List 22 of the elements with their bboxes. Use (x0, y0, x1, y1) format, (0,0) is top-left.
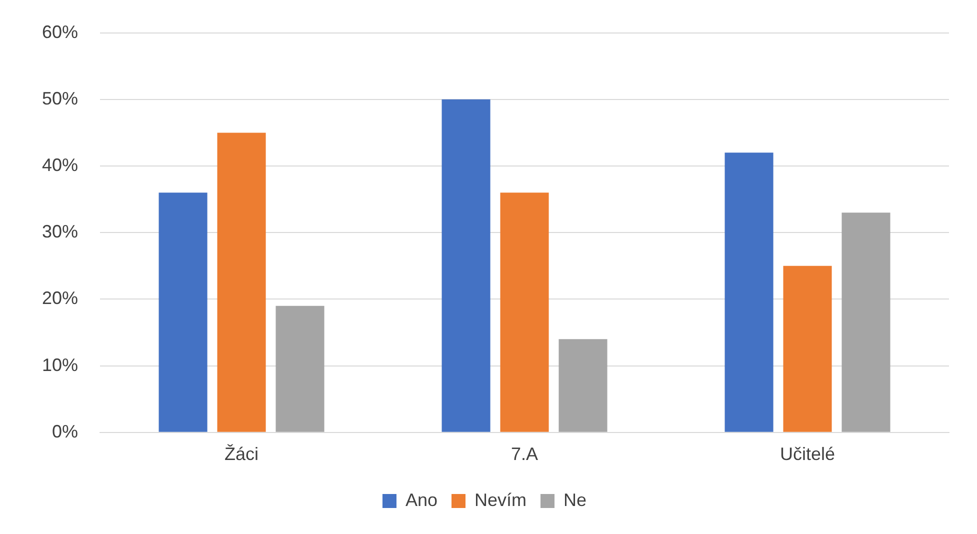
legend-label: Ne (564, 490, 587, 510)
y-tick-label: 0% (52, 421, 78, 442)
y-tick-label: 40% (42, 154, 78, 175)
y-tick-label: 30% (42, 222, 78, 242)
y-tick-label: 60% (42, 22, 78, 42)
bar (842, 212, 890, 432)
legend-label: Ano (405, 490, 438, 510)
bar (276, 306, 324, 432)
bar (724, 152, 774, 432)
bar (158, 192, 208, 432)
bar (500, 192, 549, 432)
y-tick-label: 50% (42, 88, 78, 108)
bar (217, 132, 266, 432)
bar (442, 99, 490, 432)
legend-label: Nevím (474, 490, 527, 510)
y-tick-label: 20% (42, 288, 78, 308)
bar (558, 339, 608, 432)
x-tick-label: Učitelé (780, 444, 836, 464)
y-tick-label: 10% (42, 354, 78, 375)
x-tick-label: Žáci (224, 444, 259, 464)
bar (783, 266, 832, 432)
x-tick-label: 7.A (511, 444, 538, 464)
